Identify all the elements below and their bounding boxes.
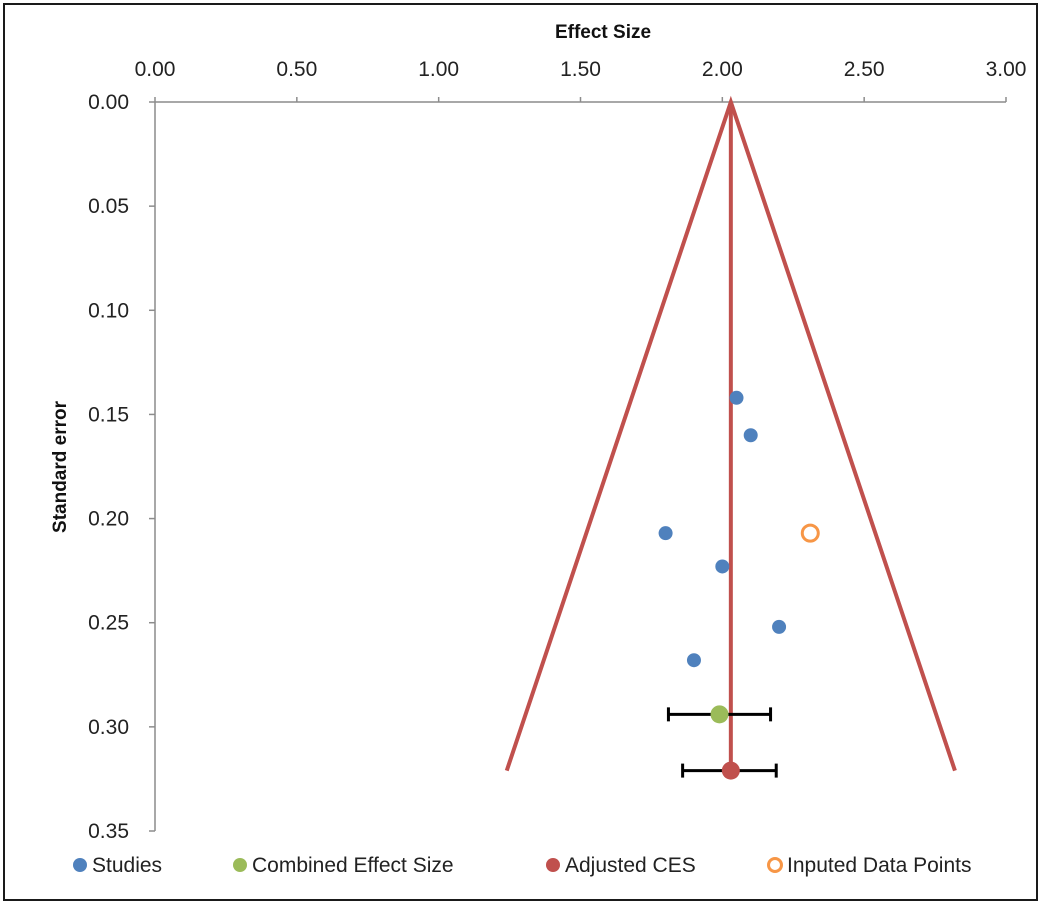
y-tick-label: 0.20 bbox=[88, 508, 129, 531]
data-point bbox=[729, 390, 744, 405]
x-tick-label: 0.50 bbox=[276, 58, 317, 81]
data-points bbox=[658, 390, 820, 780]
x-tick-label: 2.50 bbox=[844, 58, 885, 81]
legend-marker bbox=[546, 858, 560, 872]
data-point bbox=[710, 705, 729, 724]
data-point bbox=[686, 653, 701, 668]
x-axis-title: Effect Size bbox=[555, 22, 651, 43]
x-tick-label: 1.50 bbox=[560, 58, 601, 81]
y-tick-label: 0.05 bbox=[88, 195, 129, 218]
y-tick-label: 0.10 bbox=[88, 299, 129, 322]
data-point bbox=[800, 523, 820, 543]
legend-marker bbox=[73, 858, 87, 872]
data-point bbox=[715, 559, 730, 574]
legend-marker bbox=[233, 858, 247, 872]
chart-frame bbox=[3, 3, 1038, 901]
data-point bbox=[772, 619, 787, 634]
y-tick-label: 0.30 bbox=[88, 716, 129, 739]
legend-label: Studies bbox=[92, 854, 162, 877]
y-tick-label: 0.35 bbox=[88, 820, 129, 843]
legend-label: Combined Effect Size bbox=[252, 854, 454, 877]
x-tick-label: 2.00 bbox=[702, 58, 743, 81]
data-point bbox=[658, 526, 673, 541]
funnel-lines bbox=[504, 95, 957, 772]
x-tick-label: 3.00 bbox=[986, 58, 1027, 81]
legend-marker bbox=[767, 857, 783, 873]
y-axis-title: Standard error bbox=[50, 400, 71, 533]
x-tick-label: 1.00 bbox=[418, 58, 459, 81]
legend-label: Inputed Data Points bbox=[787, 854, 971, 877]
y-tick-label: 0.15 bbox=[88, 403, 129, 426]
y-tick-label: 0.00 bbox=[88, 91, 129, 114]
data-point bbox=[743, 428, 758, 443]
data-point bbox=[721, 761, 740, 780]
legend: Studies Combined Effect Size Adjusted CES I… bbox=[73, 854, 971, 877]
axes: 0.00 0.50 1.00 1.50 2.00 2.50 3.00 0.00 0.05 0.10… bbox=[88, 58, 1026, 843]
y-tick-label: 0.25 bbox=[88, 612, 129, 635]
legend-label: Adjusted CES bbox=[565, 854, 696, 877]
x-tick-label: 0.00 bbox=[135, 58, 176, 81]
